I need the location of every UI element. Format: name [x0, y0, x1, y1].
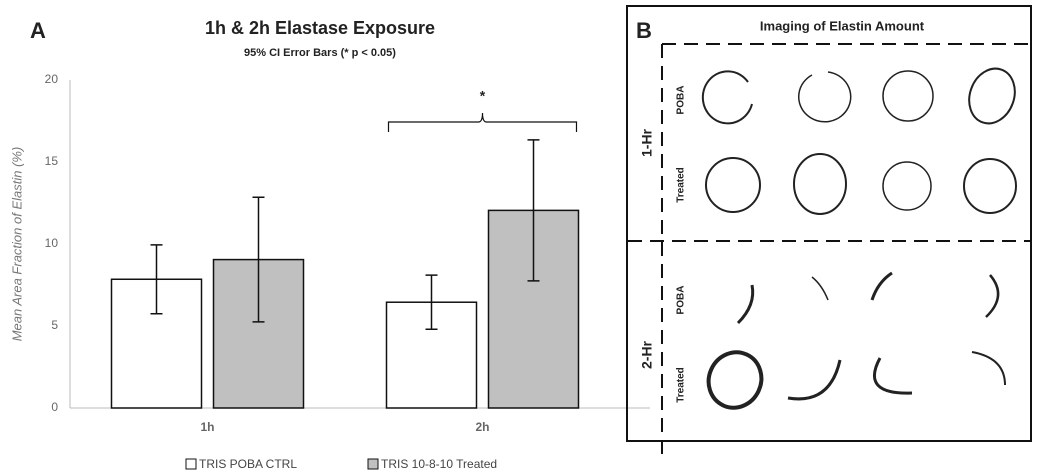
legend-label: TRIS 10-8-10 Treated [381, 457, 497, 471]
ring-image [971, 351, 1006, 386]
significance-bracket [387, 112, 578, 132]
significance-label: * [480, 88, 486, 104]
row-label: Treated [676, 167, 687, 203]
elastin-images [701, 67, 1017, 410]
ring-image [705, 157, 761, 213]
row-label: POBA [676, 286, 687, 315]
y-axis-label: Mean Area Fraction of Elastin (%) [9, 147, 24, 342]
row-label: POBA [676, 86, 687, 115]
group-label: 2-Hr [639, 340, 655, 369]
x-tick-label: 1h [200, 420, 214, 434]
chart-title: 1h & 2h Elastase Exposure [205, 18, 435, 38]
error-bar [150, 244, 163, 315]
ring-image [870, 271, 893, 301]
group-label: 1-Hr [639, 128, 655, 157]
legend-swatch [185, 458, 197, 470]
ring-image [811, 276, 829, 301]
error-bar [527, 139, 540, 282]
panel-label: B [636, 18, 652, 43]
error-bar [425, 274, 438, 331]
ring-image [787, 359, 842, 401]
legend-swatch [367, 458, 379, 470]
bar [385, 301, 478, 409]
y-tick-label: 5 [51, 318, 58, 332]
y-tick-label: 20 [45, 72, 59, 86]
error-bar [252, 196, 265, 323]
row-label: Treated [676, 367, 687, 403]
panel-label: A [30, 18, 46, 43]
y-tick-label: 15 [45, 154, 59, 168]
ring-image [968, 67, 1016, 125]
panel-b-frame [626, 5, 1032, 442]
y-tick-label: 10 [45, 236, 59, 250]
ring-image [985, 274, 1000, 318]
ring-image [736, 284, 755, 325]
x-tick-label: 2h [475, 420, 489, 434]
panel-b-title: Imaging of Elastin Amount [760, 18, 925, 33]
ring-image [882, 161, 932, 211]
ring-image [706, 350, 764, 410]
ring-image [793, 153, 847, 215]
ring-image [963, 158, 1017, 214]
ring-image [798, 71, 852, 123]
ring-image [873, 357, 913, 395]
chart-subtitle: 95% CI Error Bars (* p < 0.05) [244, 47, 396, 59]
ring-image [701, 70, 753, 125]
y-tick-label: 0 [51, 400, 58, 414]
ring-image [882, 70, 934, 122]
legend-label: TRIS POBA CTRL [199, 457, 297, 471]
